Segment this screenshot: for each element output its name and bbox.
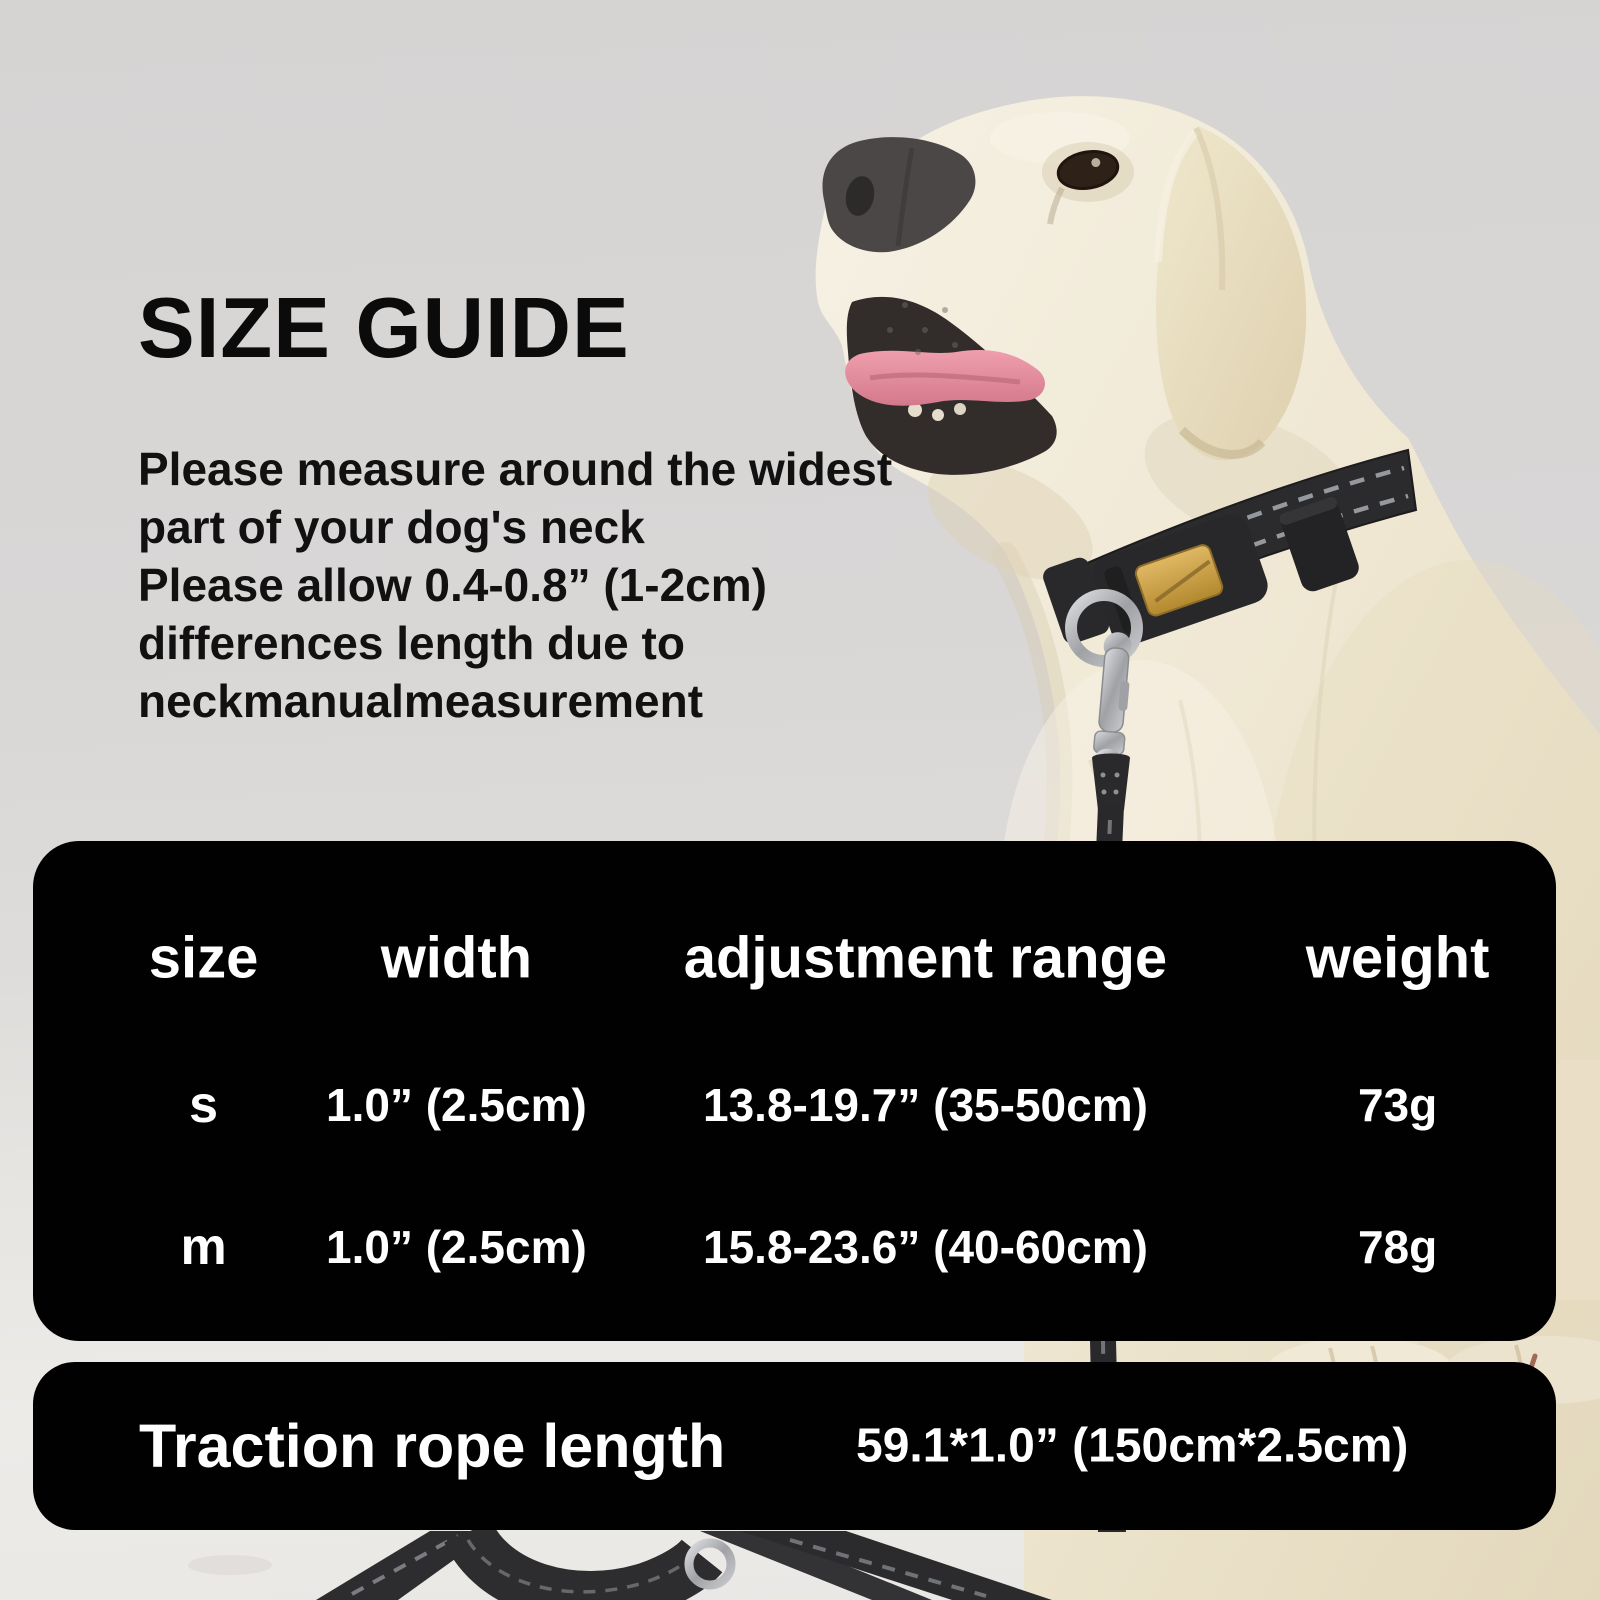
measure-instructions: Please measure around the widest part of… — [138, 443, 893, 727]
rope-length-label: Traction rope length — [139, 1412, 726, 1480]
col-header-adjustment-range: adjustment range — [683, 925, 1168, 991]
col-header-size: size — [148, 925, 259, 991]
rope-length-value: 59.1*1.0” (150cm*2.5cm) — [856, 1419, 1409, 1473]
col-header-weight: weight — [1305, 925, 1490, 991]
nose-crease — [895, 147, 915, 247]
cell-adjustment-range-s: 13.8-19.7” (35-50cm) — [703, 1079, 1148, 1131]
leash-handle-loop — [444, 1519, 723, 1600]
collar-stitch-bottom — [1075, 493, 1409, 619]
table-row-size-s: s 1.0” (2.5cm) 13.8-19.7” (35-50cm) 73g — [33, 1070, 1556, 1140]
floor-strap-right-stitch — [789, 1538, 987, 1598]
ear-shadow — [1178, 426, 1266, 459]
leash-handle-ring — [684, 1538, 736, 1590]
rope-length-panel: Traction rope length 59.1*1.0” (150cm*2.… — [33, 1362, 1556, 1530]
floor-strap-left-stitch — [351, 1534, 459, 1596]
table-row-size-m: m 1.0” (2.5cm) 15.8-23.6” (40-60cm) 78g — [33, 1212, 1556, 1282]
cheek-shadow — [927, 460, 1093, 580]
cell-size-m: m — [180, 1218, 227, 1276]
tooth — [908, 403, 922, 417]
muzzle-speckles — [887, 302, 958, 355]
collar-end-loop — [1043, 557, 1110, 644]
ear-fold-highlight — [1154, 129, 1200, 263]
dog-eye — [1056, 150, 1120, 190]
cell-width-m: 1.0” (2.5cm) — [325, 1221, 587, 1273]
leash-snap-hook — [1092, 632, 1132, 779]
size-table-header-row: size width adjustment range weight — [33, 923, 1556, 993]
tooth — [932, 409, 944, 421]
leash-stitch-dots — [1100, 772, 1120, 795]
leash-connector — [1092, 753, 1130, 810]
nostril — [845, 176, 875, 216]
cell-weight-m: 78g — [1357, 1221, 1438, 1273]
cell-weight-s: 73g — [1357, 1079, 1438, 1131]
cell-adjustment-range-m: 15.8-23.6” (40-60cm) — [703, 1221, 1148, 1273]
tongue-crease — [869, 372, 1021, 385]
floor-mark — [188, 1555, 272, 1575]
page-title: SIZE GUIDE — [138, 281, 630, 376]
tooth — [954, 403, 966, 415]
size-table-panel: size width adjustment range weight s 1.0… — [33, 841, 1556, 1341]
col-header-width: width — [380, 925, 533, 991]
tear-line — [1047, 186, 1065, 225]
cell-size-s: s — [189, 1076, 219, 1134]
cell-width-s: 1.0” (2.5cm) — [325, 1079, 587, 1131]
floor-strap-right-under — [700, 1531, 932, 1600]
collar-stitch-top — [1071, 465, 1405, 591]
dog-nose — [822, 137, 976, 253]
ear-crease — [1193, 126, 1226, 291]
dog-ear — [1156, 126, 1307, 461]
collar-keeper — [1279, 497, 1359, 592]
leash-handle-stitch — [466, 1539, 698, 1594]
